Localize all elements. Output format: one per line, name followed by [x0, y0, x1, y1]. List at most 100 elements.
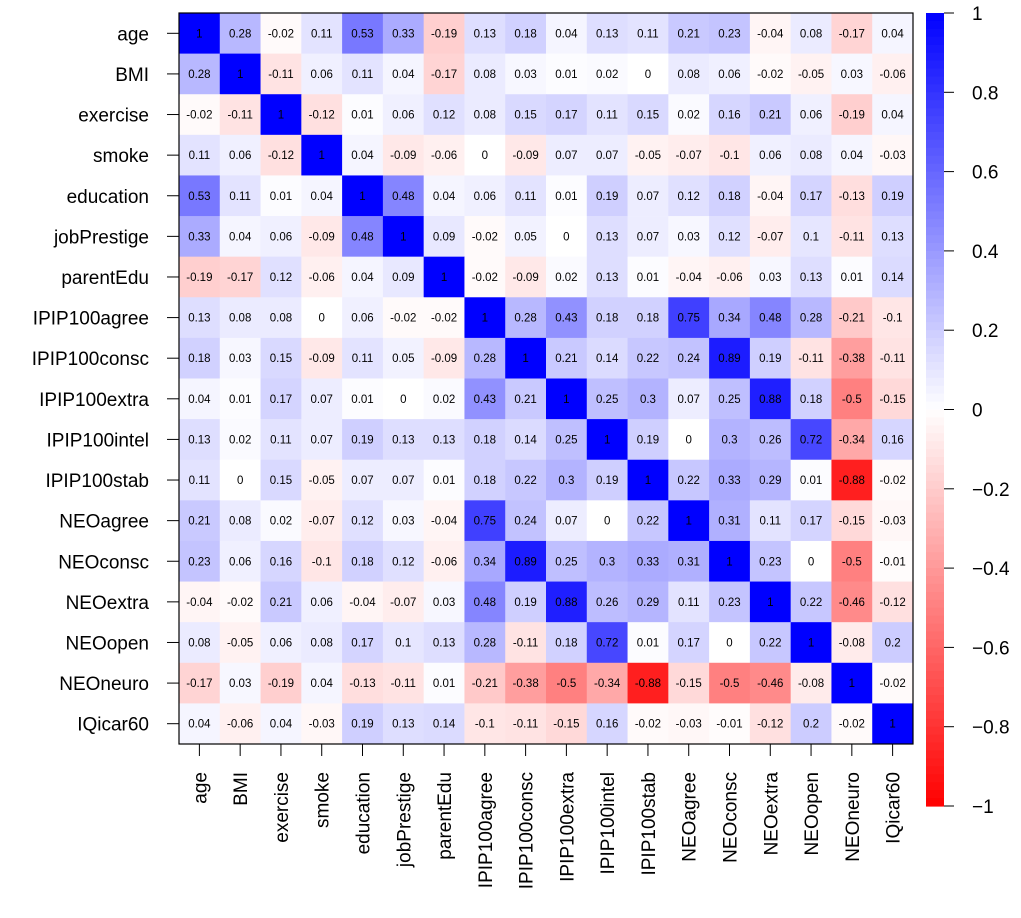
heatmap-cell-NEOextra-jobPrestige: [382, 581, 425, 623]
cell-value-label: 0.23: [718, 28, 740, 40]
cell-value-label: 0.15: [637, 110, 659, 122]
cell-value-label: 0.43: [474, 394, 496, 406]
cell-value-label: 0.11: [352, 353, 374, 365]
heatmap-cell-jobPrestige-BMI: [219, 216, 261, 258]
cell-value-label: 1: [889, 719, 895, 731]
cell-value-label: 0.48: [474, 597, 496, 609]
cell-value-label: 0.14: [514, 434, 537, 446]
cell-value-label: 0: [237, 475, 243, 487]
row-label-jobPrestige: jobPrestige: [53, 227, 149, 248]
heatmap-cell-parentEdu-education: [342, 256, 384, 298]
heatmap-cell-NEOneuro-BMI: [219, 662, 261, 704]
heatmap-cell-age-NEOopen: [790, 13, 832, 55]
cell-value-label: 0.01: [841, 272, 863, 284]
legend-color-segment: [926, 496, 944, 506]
legend-color-segment: [926, 76, 944, 85]
cell-value-label: 0.07: [596, 150, 618, 162]
heatmap-cell-IPIP100stab-IPIP100stab: [627, 459, 669, 501]
heatmap-cell-IPIP100intel-NEOconsc: [709, 419, 751, 461]
cell-value-label: -0.07: [309, 516, 335, 528]
cell-value-label: 0.88: [759, 394, 781, 406]
legend-color-segment: [926, 726, 944, 736]
cell-value-label: -0.11: [798, 353, 823, 365]
cell-value-label: 1: [808, 637, 814, 649]
cell-value-label: 0.02: [596, 69, 618, 81]
cell-value-label: 0.01: [433, 678, 455, 690]
legend-color-segment: [926, 306, 944, 315]
legend-color-segment: [926, 425, 944, 434]
legend-color-segment: [926, 385, 944, 395]
cell-value-label: 0.04: [841, 150, 864, 162]
legend-color-segment: [926, 377, 944, 387]
column-label-age: age: [190, 772, 211, 804]
heatmap-cell-IQicar60-NEOagree: [668, 703, 710, 745]
heatmap-cell-NEOconsc-IPIP100stab: [627, 540, 669, 582]
cell-value-label: 0.07: [637, 191, 659, 203]
heatmap-cell-parentEdu-jobPrestige: [382, 256, 425, 298]
heatmap-cell-exercise-exercise: [260, 94, 302, 136]
column-label-smoke: smoke: [313, 772, 334, 828]
cell-value-label: 0.01: [433, 475, 455, 487]
legend-color-segment: [926, 219, 944, 228]
heatmap-cell-NEOconsc-exercise: [260, 540, 302, 582]
cell-value-label: 0.13: [596, 28, 618, 40]
cell-value-label: 0.75: [678, 313, 700, 325]
legend-color-segment: [926, 44, 944, 54]
heatmap-cell-NEOneuro-IPIP100extra: [546, 662, 588, 704]
cell-value-label: 0.12: [718, 231, 740, 243]
cell-value-label: 0.25: [596, 394, 618, 406]
legend-color-segment: [926, 472, 944, 482]
legend-color-segment: [926, 512, 944, 522]
cell-value-label: 0.11: [637, 28, 659, 40]
heatmap-cell-IPIP100agree-education: [342, 297, 384, 339]
heatmap-cell-NEOextra-BMI: [219, 581, 261, 623]
legend-color-segment: [926, 353, 944, 363]
cell-value-label: 0.23: [718, 597, 740, 609]
cell-value-label: 0.24: [514, 516, 537, 528]
row-label-IPIP100stab: IPIP100stab: [45, 471, 149, 492]
heatmap-cell-jobPrestige-IQicar60: [872, 216, 914, 258]
cell-value-label: -0.21: [839, 313, 865, 325]
cell-value-label: 0.02: [433, 394, 455, 406]
heatmap-cell-smoke-exercise: [260, 134, 302, 176]
cell-value-label: 0.01: [351, 394, 373, 406]
legend-color-segment: [926, 36, 944, 46]
heatmap-cell-education-education: [342, 175, 384, 217]
cell-value-label: 0.08: [270, 313, 292, 325]
legend-color-segment: [926, 607, 944, 617]
cell-value-label: 0.43: [555, 313, 577, 325]
cell-value-label: 0.08: [474, 110, 496, 122]
heatmap-cell-education-parentEdu: [423, 175, 465, 217]
row-label-BMI: BMI: [115, 65, 149, 86]
cell-value-label: 0.18: [637, 313, 659, 325]
row-labels: age BMI exercise smoke education jobPrestige p…: [32, 24, 179, 736]
heatmap-cell-IQicar60-IPIP100extra: [546, 703, 588, 745]
heatmap-cell-smoke-NEOconsc: [709, 134, 751, 176]
heatmap-cell-NEOconsc-NEOneuro: [831, 540, 873, 582]
heatmap-cell-NEOextra-IPIP100consc: [505, 581, 547, 623]
heatmap-cell-NEOagree-IPIP100intel: [586, 500, 628, 542]
cell-value-label: 0.19: [637, 434, 659, 446]
heatmap-cell-BMI-age: [179, 53, 221, 95]
heatmap-cell-IPIP100extra-parentEdu: [423, 378, 465, 420]
cell-value-label: -0.06: [227, 719, 253, 731]
cell-value-label: 0.11: [189, 475, 211, 487]
heatmap-cell-IPIP100agree-NEOextra: [749, 297, 792, 339]
heatmap-cell-jobPrestige-NEOneuro: [831, 216, 873, 258]
heatmap-cell-exercise-age: [179, 94, 221, 136]
heatmap-cell-IPIP100consc-IPIP100agree: [464, 337, 506, 379]
cell-value-label: 0.08: [474, 69, 496, 81]
cell-value-label: -0.04: [349, 597, 376, 609]
cell-value-label: -0.11: [880, 353, 905, 365]
heatmap-cell-age-IPIP100intel: [586, 13, 628, 55]
cell-value-label: -0.11: [839, 231, 864, 243]
heatmap-cell-parentEdu-IPIP100intel: [586, 256, 628, 298]
heatmap-cell-NEOextra-smoke: [301, 581, 343, 623]
cell-value-label: -0.1: [720, 150, 740, 162]
cell-value-label: 0.12: [433, 110, 455, 122]
heatmap-cell-NEOextra-IPIP100agree: [464, 581, 506, 623]
cell-value-label: 0.17: [800, 191, 822, 203]
legend-color-segment: [926, 710, 944, 720]
row-label-exercise: exercise: [78, 106, 149, 127]
heatmap-cell-BMI-IPIP100consc: [505, 53, 547, 95]
